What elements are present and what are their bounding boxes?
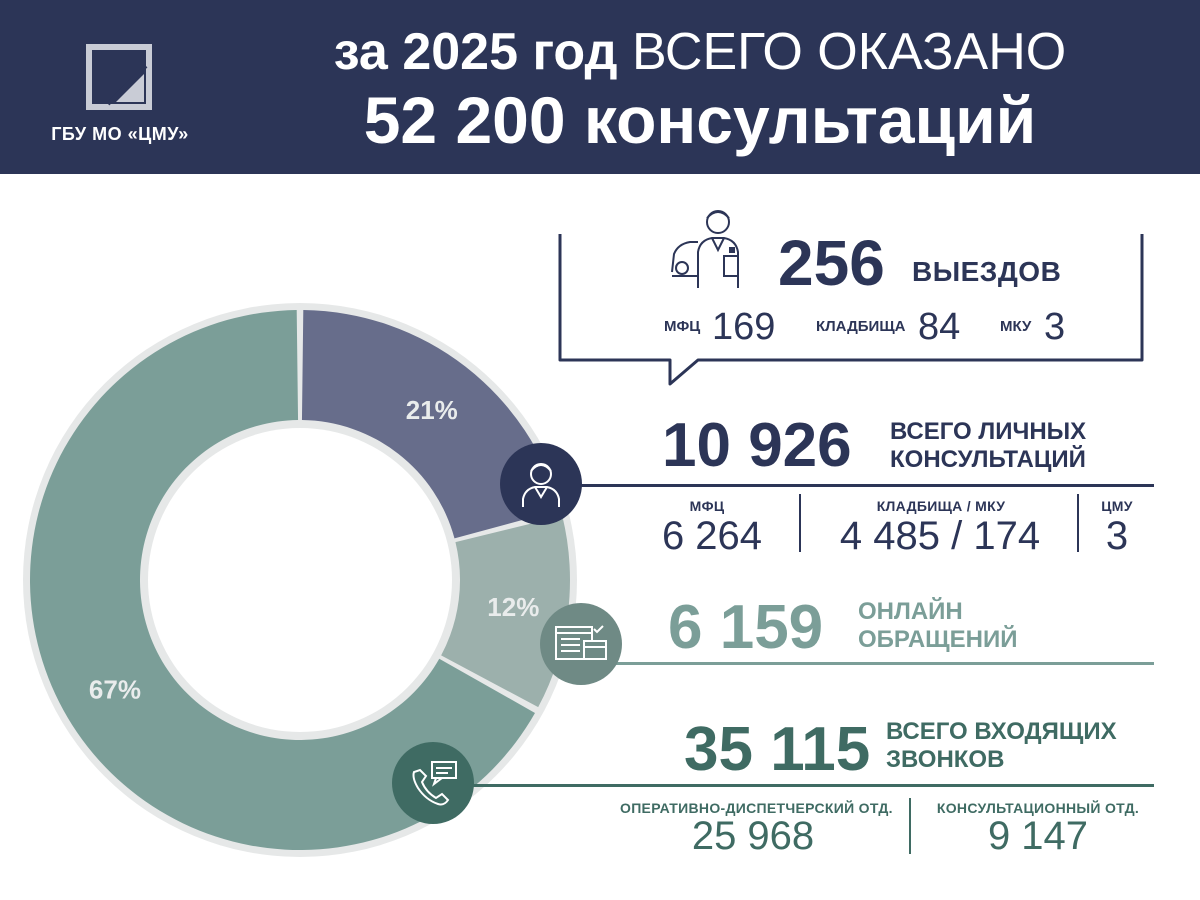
online-value: 6 159 [668, 593, 824, 662]
web-form-icon-badge [540, 603, 622, 685]
donut-slice-1 [301, 310, 561, 539]
personal-cmu-label: ЦМУ [1101, 498, 1133, 514]
trips-cemeteries-label: КЛАДБИЩА [816, 318, 906, 335]
calls-divider [440, 784, 1154, 787]
calls-caption-line2: ЗВОНКОВ [886, 746, 1005, 773]
header-banner: ГБУ МО «ЦМУ» за 2025 год ВСЕГО ОКАЗАНО 5… [0, 0, 1200, 174]
trips-mku-value: 3 [1044, 306, 1066, 348]
trips-callout-frame [558, 234, 1144, 386]
donut-slice-label-2: 12% [487, 592, 539, 622]
web-form-icon [555, 625, 607, 660]
personal-mfc-label: МФЦ [689, 498, 725, 514]
donut-slice-label-3: 67% [89, 674, 141, 704]
trips-caption: ВЫЕЗДОВ [912, 256, 1062, 287]
calls-dispatch-value: 25 968 [691, 814, 815, 858]
donut-hole [148, 428, 452, 732]
trips-cemeteries-value: 84 [918, 306, 961, 348]
personal-cemeteries-label: КЛАДБИЩА / МКУ [876, 498, 1006, 514]
trips-value: 256 [778, 227, 885, 299]
title-rest: ВСЕГО ОКАЗАНО [631, 23, 1067, 81]
personal-value: 10 926 [662, 411, 852, 480]
personal-cmu-value: 3 [1105, 514, 1129, 558]
title-year: 2025 год [402, 23, 618, 81]
calls-consult-value: 9 147 [987, 814, 1089, 858]
phone-chat-icon [412, 761, 457, 806]
person-icon-badge [500, 443, 582, 525]
calls-consult-label: КОНСУЛЬТАЦИОННЫЙ ОТД. [936, 800, 1140, 816]
trips-mfc-value: 169 [712, 306, 776, 348]
title-prefix: за [333, 23, 388, 81]
logo-text: ГБУ МО «ЦМУ» [51, 124, 189, 144]
donut-chart: 21% 12% 67% [23, 303, 577, 857]
personal-sep-2 [1077, 494, 1079, 552]
calls-value: 35 115 [684, 715, 871, 784]
page-title: за 2025 год ВСЕГО ОКАЗАНО [250, 22, 1150, 82]
personal-cemeteries-value: 4 485 / 174 [839, 514, 1041, 558]
donut-slice-3 [29, 310, 535, 850]
personal-caption-line2: КОНСУЛЬТАЦИЙ [890, 446, 1086, 473]
trips-mfc-label: МФЦ [664, 318, 701, 335]
logo-icon [86, 44, 152, 110]
personal-sep-1 [799, 494, 801, 552]
online-caption-line1: ОНЛАЙН [858, 598, 963, 625]
calls-dispatch-label: ОПЕРАТИВНО-ДИСПЕТЧЕРСКИЙ ОТД. [620, 800, 893, 816]
page-subtitle: 52 200 консультаций [363, 83, 1037, 157]
personal-caption-line1: ВСЕГО ЛИЧНЫХ [890, 418, 1087, 445]
phone-chat-icon-badge [392, 742, 474, 824]
personal-mfc-value: 6 264 [661, 514, 763, 558]
calls-sep [909, 798, 911, 854]
calls-caption-line1: ВСЕГО ВХОДЯЩИХ [886, 718, 1117, 745]
worker-car-icon [671, 210, 739, 288]
donut-slice-2 [441, 516, 570, 708]
online-divider [580, 662, 1154, 665]
person-icon [522, 463, 560, 507]
donut-slice-label-1: 21% [406, 395, 458, 425]
trips-mku-label: МКУ [1000, 318, 1032, 335]
personal-divider [560, 484, 1154, 487]
online-caption-line2: ОБРАЩЕНИЙ [858, 626, 1018, 653]
